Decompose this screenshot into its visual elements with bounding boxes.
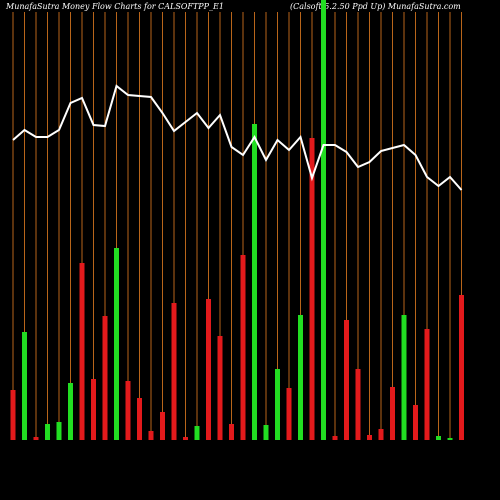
bar [390, 387, 395, 440]
bar [194, 426, 200, 440]
bar [160, 412, 165, 440]
bar [137, 398, 142, 440]
bar [424, 329, 430, 440]
chart-title: MunafaSutra Money Flow Charts for CALSOF… [5, 2, 224, 11]
bar [102, 316, 108, 440]
bar [33, 437, 39, 440]
bar [321, 0, 326, 440]
bar [229, 424, 234, 440]
bar [298, 315, 303, 440]
bar [344, 320, 349, 440]
bar [436, 436, 441, 440]
bar [378, 429, 384, 440]
bar [10, 390, 16, 440]
bar [91, 379, 96, 440]
money-flow-line [12, 84, 463, 191]
bar [125, 381, 131, 440]
bar [286, 388, 292, 440]
bar [79, 263, 85, 440]
bar [171, 303, 177, 440]
bar [68, 383, 73, 440]
bar [355, 369, 361, 440]
bar [413, 405, 418, 440]
bar [309, 138, 315, 440]
bar [183, 437, 188, 440]
bar [240, 255, 246, 440]
bar [45, 424, 50, 440]
bar [332, 436, 338, 440]
bar [275, 369, 280, 440]
bar [114, 248, 119, 440]
bar [459, 295, 464, 440]
bar [22, 332, 27, 440]
chart-subtitle: (Calsoft 5.2.50 Ppd Up) MunafaSutra.com [290, 2, 461, 11]
bar [401, 315, 407, 440]
bar [56, 422, 62, 440]
bar [447, 438, 453, 440]
bar [217, 336, 223, 440]
bar [252, 124, 257, 440]
bar [367, 435, 372, 440]
bar [148, 431, 154, 440]
bar [206, 299, 211, 440]
bar [263, 425, 269, 440]
